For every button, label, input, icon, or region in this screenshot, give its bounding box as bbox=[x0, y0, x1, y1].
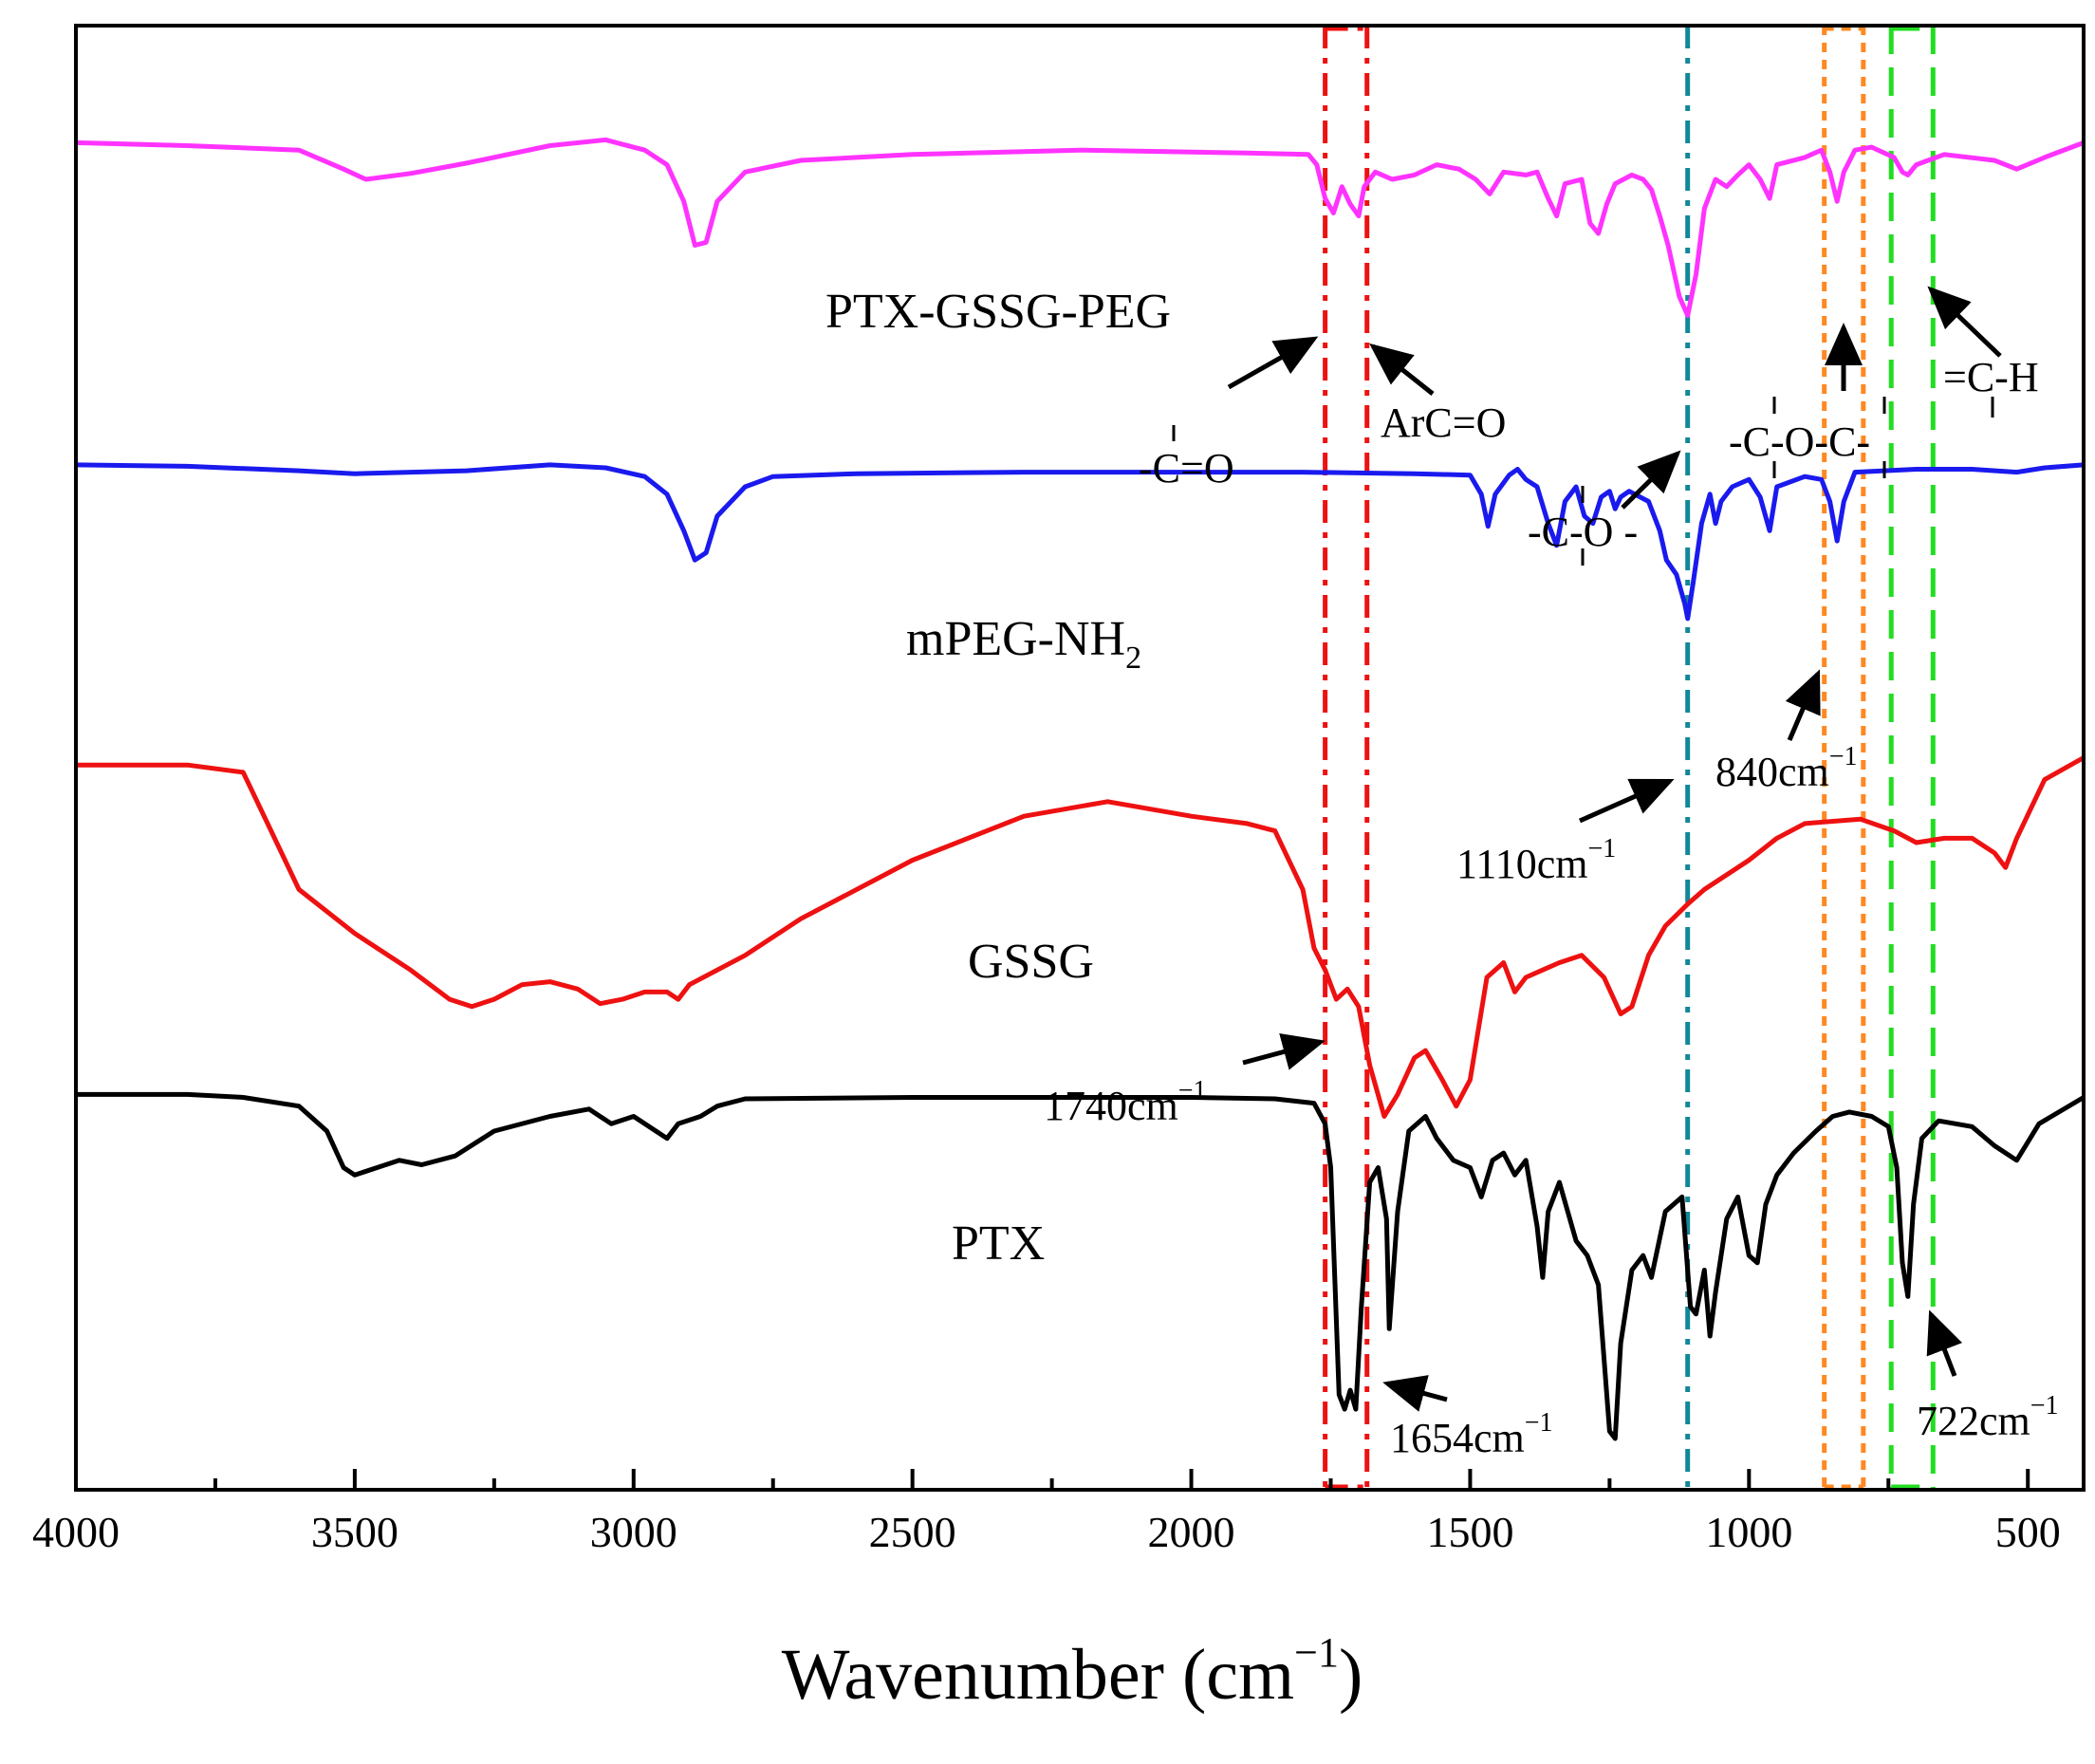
x-tick-label-1000: 1000 bbox=[1705, 1508, 1792, 1556]
arrow-1740 bbox=[1242, 1033, 1326, 1070]
label-ptx-gssg-peg: PTX-GSSG-PEG bbox=[825, 285, 1171, 339]
arrow-c-o bbox=[1621, 450, 1681, 510]
x-axis-title: Wavenumber (cm−1) bbox=[782, 1629, 1363, 1715]
label-gssg: GSSG bbox=[968, 935, 1094, 989]
annotation-840: 840cm−1 bbox=[1715, 742, 1858, 795]
annotation-arrows bbox=[1227, 286, 2002, 1412]
arrow-ch bbox=[1927, 286, 2002, 358]
annotation-coc: -C-O-C- bbox=[1729, 397, 1886, 478]
svg-text:-C-O-C-: -C-O-C- bbox=[1729, 418, 1870, 465]
annotation-722: 722cm−1 bbox=[1917, 1391, 2059, 1444]
plot-frame bbox=[74, 24, 2086, 1492]
arrow-co bbox=[1227, 336, 1319, 390]
x-tick-label-2500: 2500 bbox=[869, 1508, 956, 1556]
arrow-arco bbox=[1369, 343, 1435, 396]
arrow-840 bbox=[1785, 669, 1821, 741]
x-tick-label-4000: 4000 bbox=[32, 1508, 120, 1556]
label-ptx: PTX bbox=[952, 1216, 1045, 1271]
series-line-ptx bbox=[76, 1091, 2086, 1441]
annotation-co: -C=O bbox=[1139, 425, 1234, 492]
annotation-1110: 1110cm−1 bbox=[1456, 834, 1616, 887]
series-line-ptx_gssg_peg bbox=[75, 137, 2085, 318]
reference-lines bbox=[1323, 26, 1936, 1490]
x-tick-label-2000: 2000 bbox=[1148, 1508, 1235, 1556]
arrow-1654 bbox=[1382, 1375, 1448, 1412]
x-tick-label-3500: 3500 bbox=[311, 1508, 399, 1556]
x-tick-label-1500: 1500 bbox=[1426, 1508, 1513, 1556]
annotation-arco: ArC=O bbox=[1381, 399, 1506, 446]
svg-text:=C-H: =C-H bbox=[1943, 354, 2039, 400]
svg-text:-C=O: -C=O bbox=[1139, 445, 1234, 492]
arrow-722 bbox=[1926, 1309, 1963, 1377]
svg-text:-C-O -: -C-O - bbox=[1528, 509, 1638, 555]
series-group bbox=[75, 137, 2086, 1441]
annotation-1740: 1740cm−1 bbox=[1044, 1076, 1207, 1129]
x-axis-ticks: 4000 3500 3000 2500 2000 1500 1000 500 bbox=[32, 1469, 2061, 1556]
series-line-gssg bbox=[76, 755, 2086, 1119]
arrow-1110 bbox=[1578, 778, 1675, 824]
x-tick-label-3000: 3000 bbox=[590, 1508, 677, 1556]
series-line-mpeg_nh2 bbox=[75, 462, 2085, 622]
x-tick-label-500: 500 bbox=[1995, 1508, 2061, 1556]
label-mpeg-nh2: mPEG-NH2 bbox=[906, 612, 1141, 676]
annotation-1654: 1654cm−1 bbox=[1390, 1408, 1553, 1461]
annotation-c-o: -C-O - bbox=[1528, 486, 1638, 566]
annotation-ch: =C-H bbox=[1943, 354, 2039, 418]
